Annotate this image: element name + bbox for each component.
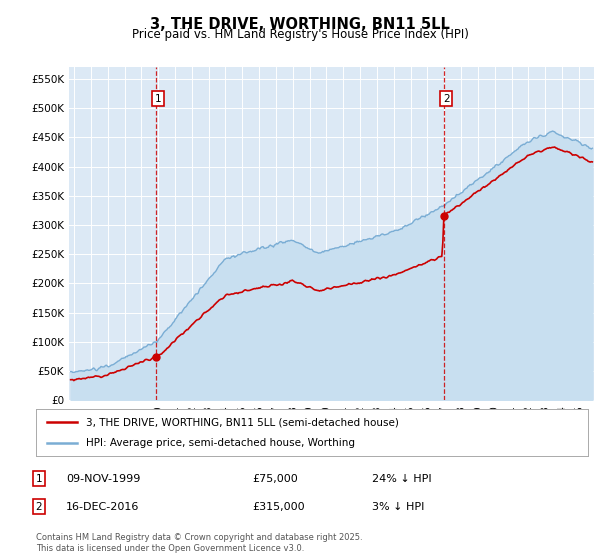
Text: 1: 1 [155, 94, 161, 104]
Text: 2: 2 [443, 94, 449, 104]
Text: £315,000: £315,000 [252, 502, 305, 512]
Text: HPI: Average price, semi-detached house, Worthing: HPI: Average price, semi-detached house,… [86, 438, 355, 448]
Text: 09-NOV-1999: 09-NOV-1999 [66, 474, 140, 484]
Text: Contains HM Land Registry data © Crown copyright and database right 2025.
This d: Contains HM Land Registry data © Crown c… [36, 533, 362, 553]
Text: 2: 2 [35, 502, 43, 512]
Text: 1: 1 [35, 474, 43, 484]
Text: 24% ↓ HPI: 24% ↓ HPI [372, 474, 431, 484]
Text: 3% ↓ HPI: 3% ↓ HPI [372, 502, 424, 512]
Text: 3, THE DRIVE, WORTHING, BN11 5LL: 3, THE DRIVE, WORTHING, BN11 5LL [150, 17, 450, 32]
Text: Price paid vs. HM Land Registry's House Price Index (HPI): Price paid vs. HM Land Registry's House … [131, 28, 469, 41]
Text: 3, THE DRIVE, WORTHING, BN11 5LL (semi-detached house): 3, THE DRIVE, WORTHING, BN11 5LL (semi-d… [86, 417, 398, 427]
Text: £75,000: £75,000 [252, 474, 298, 484]
Text: 16-DEC-2016: 16-DEC-2016 [66, 502, 139, 512]
